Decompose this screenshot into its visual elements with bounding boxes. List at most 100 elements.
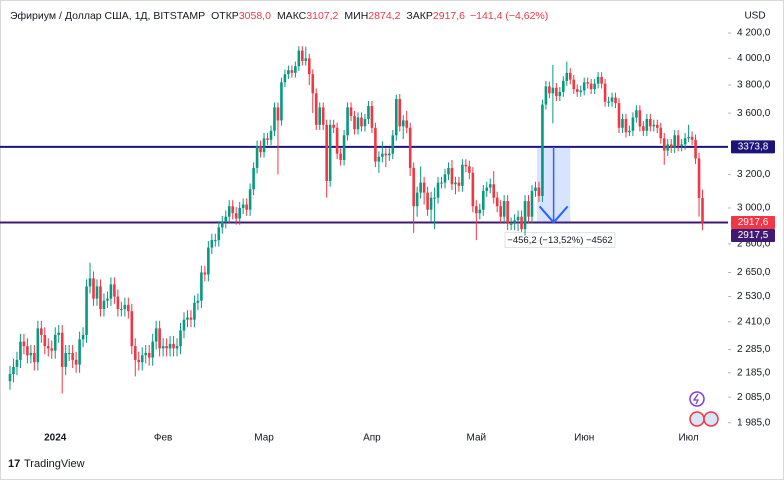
candle-body	[29, 352, 33, 356]
x-tick-label: Апр	[363, 433, 381, 444]
candle-body	[328, 124, 332, 181]
candle-body	[116, 296, 120, 310]
candle-body	[311, 74, 315, 94]
y-tick-label: 2 410,0	[737, 316, 771, 327]
icon-events[interactable]	[689, 391, 705, 407]
candle-body	[161, 346, 165, 349]
candle-body	[628, 130, 631, 133]
candle-body	[151, 341, 154, 358]
candle-body	[85, 286, 88, 335]
candle-body	[492, 184, 496, 198]
candle-body	[662, 138, 666, 151]
candle-body	[144, 352, 148, 356]
candle-body	[485, 187, 489, 191]
candle-body	[22, 341, 26, 347]
candle-body	[8, 374, 12, 382]
x-tick-label: Июл	[678, 433, 698, 444]
candle-body	[603, 83, 607, 102]
candle-body	[520, 216, 523, 230]
candle-body	[301, 50, 304, 61]
candle-body	[318, 107, 322, 125]
candle-body	[175, 346, 179, 349]
candle-body	[238, 207, 241, 219]
candle-body	[342, 135, 346, 160]
candle-body	[701, 198, 704, 223]
candle-body	[666, 144, 670, 151]
y-tick-label: 3 800,0	[737, 80, 771, 91]
hline-label: 2917,5	[738, 230, 769, 241]
candle-body	[673, 135, 676, 148]
candle-body	[207, 247, 210, 275]
candle-body	[635, 110, 638, 118]
candle-body	[266, 138, 269, 140]
candle-body	[349, 107, 353, 117]
candle-body	[394, 98, 398, 136]
candle-body	[127, 304, 130, 312]
candle-body	[367, 105, 370, 119]
y-tick-label: 3 000,0	[737, 203, 771, 214]
candle-body	[168, 343, 172, 349]
candle-body	[624, 118, 628, 133]
candle-body	[46, 346, 50, 349]
candle-body	[544, 86, 548, 105]
y-tick-label: 4 000,0	[737, 53, 771, 64]
candle-body	[283, 74, 287, 83]
candle-body	[95, 286, 99, 299]
candle-body	[391, 135, 395, 154]
candle-body	[255, 145, 259, 168]
candle-body	[405, 120, 409, 128]
candle-body	[133, 346, 137, 360]
candle-body	[537, 187, 541, 196]
candle-body	[203, 272, 207, 275]
field-value: 3058,0	[239, 10, 271, 22]
candle-body	[88, 278, 92, 287]
icon-flag[interactable]	[703, 411, 719, 427]
y-tick-label: 2 530,0	[737, 291, 771, 302]
candle-body	[19, 341, 22, 360]
candle-body	[683, 138, 687, 145]
candle-body	[186, 317, 189, 320]
y-tick-label: 2 185,0	[737, 367, 771, 378]
icons	[689, 391, 719, 427]
last-price-label-bg	[731, 215, 775, 229]
y-tick-label: 2 800,0	[737, 238, 771, 249]
candle-body	[269, 130, 273, 140]
candle-body	[384, 153, 388, 156]
candle-body	[471, 172, 475, 207]
candle-body	[273, 107, 276, 131]
candle-body	[210, 240, 214, 248]
candle-body	[593, 83, 596, 90]
icon-flag[interactable]	[689, 411, 705, 427]
candle-body	[495, 197, 499, 207]
candle-body	[214, 240, 217, 242]
candle-body	[582, 82, 586, 91]
candle-body	[321, 107, 325, 125]
candle-body	[607, 101, 610, 103]
candle-body	[388, 153, 391, 156]
candle-body	[464, 164, 468, 167]
candle-body	[15, 359, 19, 367]
candle-body	[457, 182, 461, 186]
candle-body	[335, 127, 339, 154]
candle-body	[297, 50, 301, 67]
candle-body	[339, 153, 342, 160]
candle-body	[252, 167, 255, 190]
candle-body	[106, 298, 109, 301]
x-tick-label: 2024	[44, 433, 67, 444]
candle-body	[513, 220, 516, 224]
field-label: ЗАКР	[406, 10, 432, 22]
candle-body	[356, 117, 360, 130]
candle-body	[433, 197, 436, 199]
candle-body	[454, 182, 457, 185]
candle-body	[516, 216, 520, 221]
candle-body	[67, 352, 71, 354]
change: −141,4 (−4,62%)	[470, 10, 548, 22]
candle-body	[33, 352, 36, 363]
candle-body	[436, 182, 440, 198]
candle-body	[468, 166, 471, 173]
measure-label: −456,2 (−13,52%) −4562	[507, 235, 612, 246]
candle-body	[600, 76, 603, 84]
candle-body	[614, 97, 617, 104]
